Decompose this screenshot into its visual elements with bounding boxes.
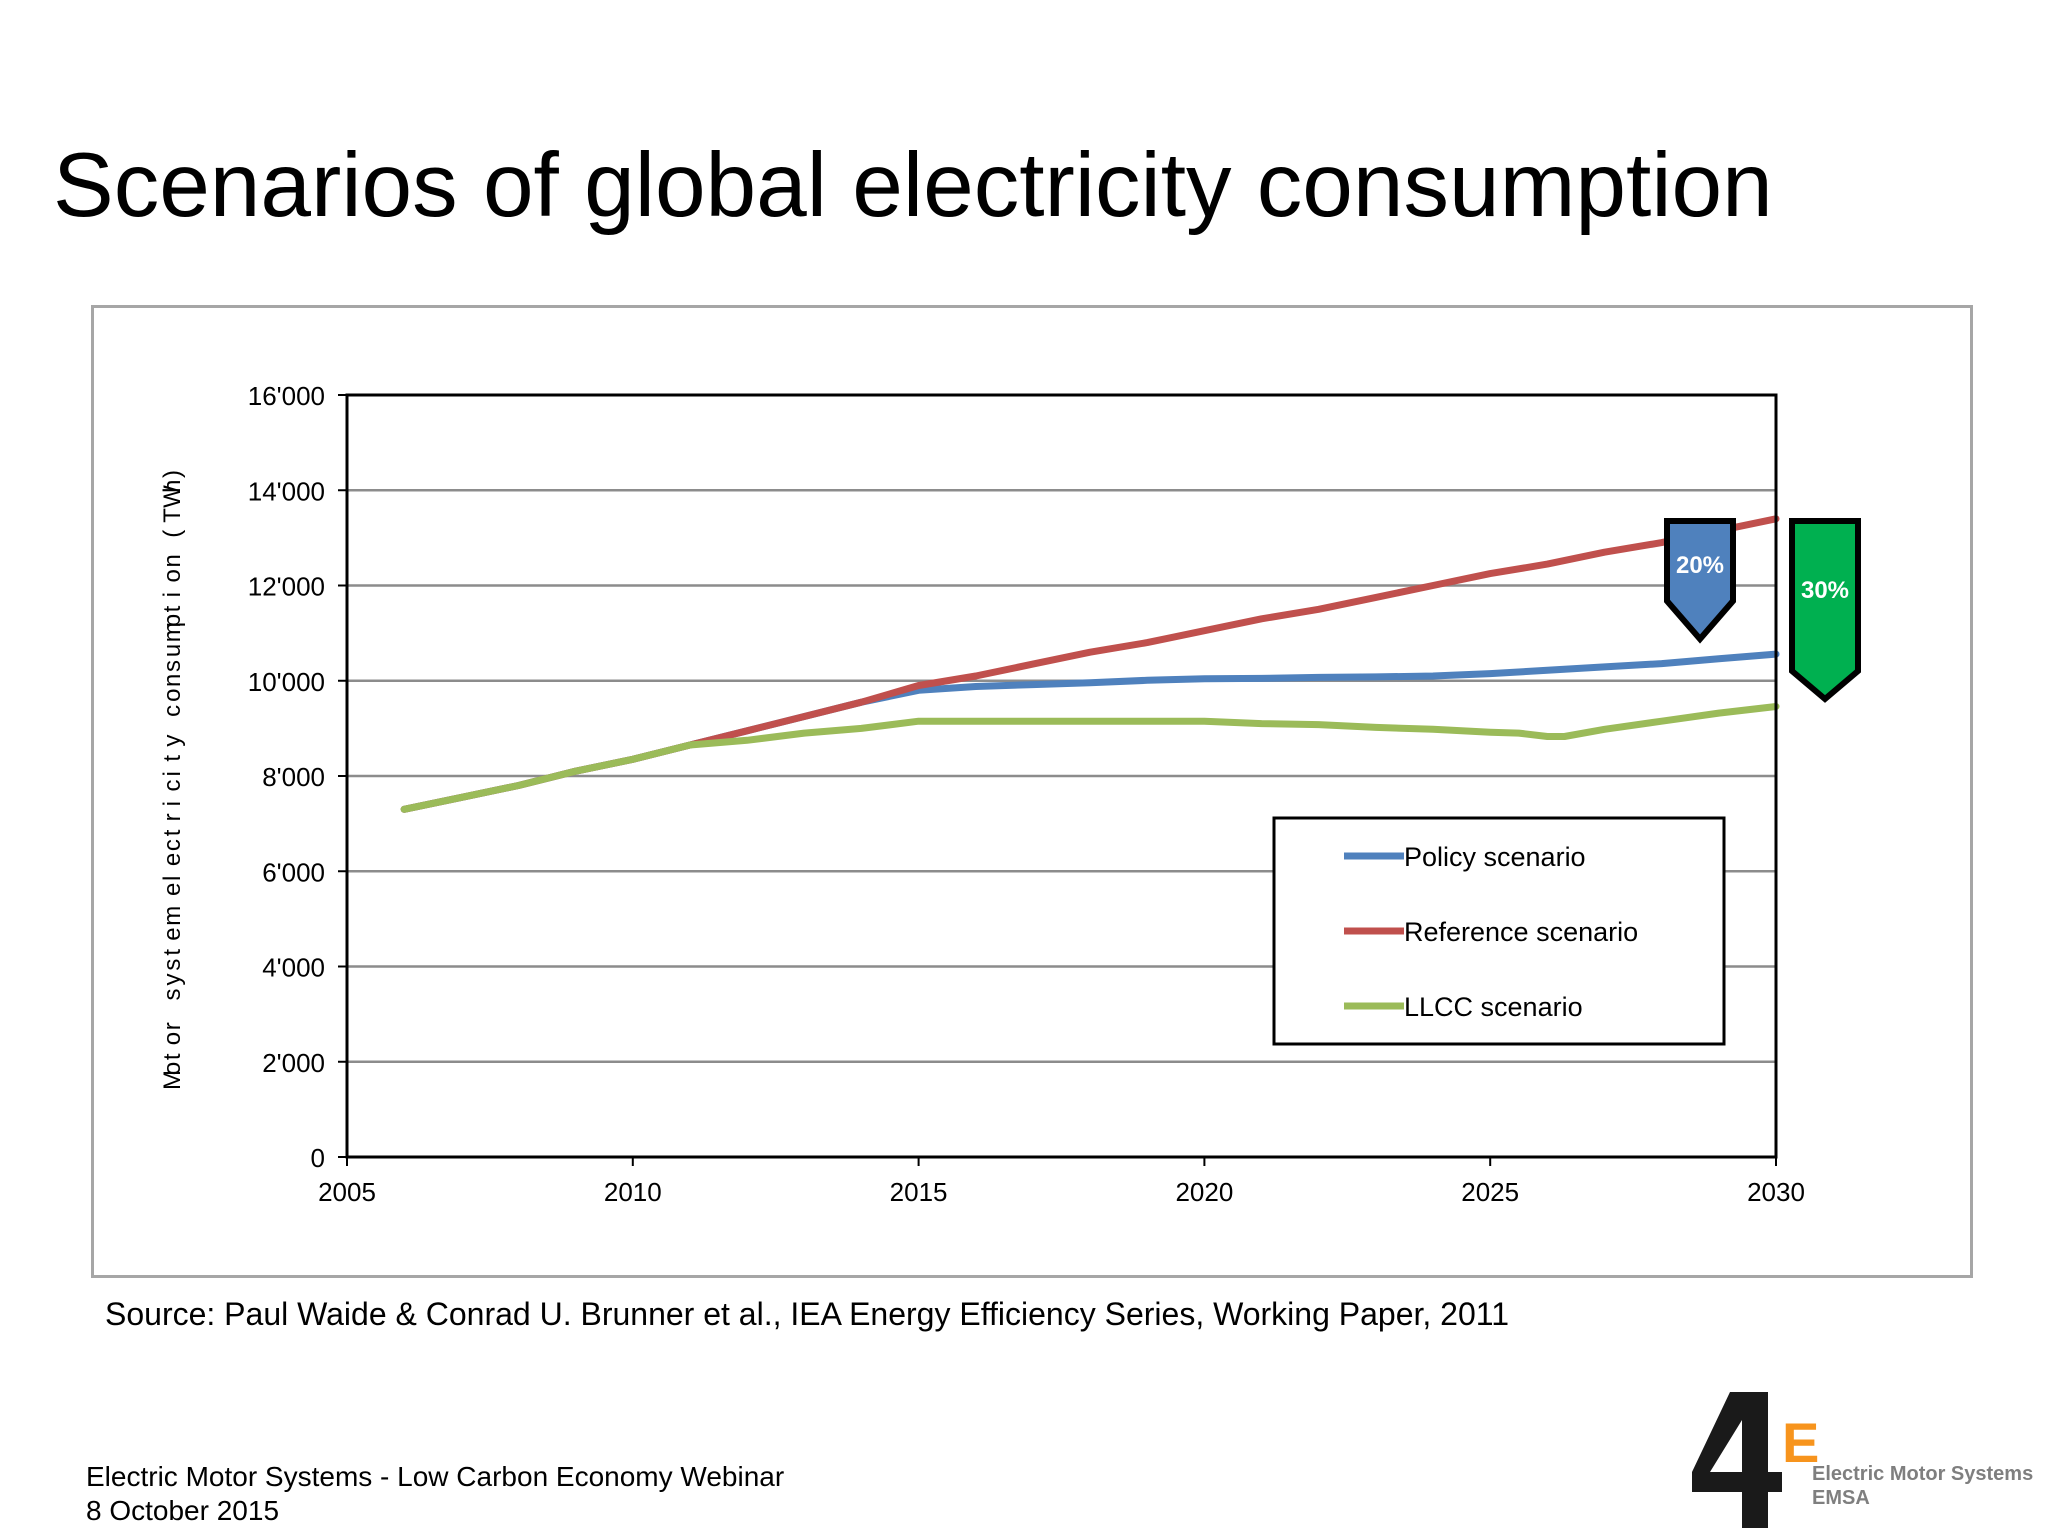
series-line-3 (400, 703, 1780, 813)
y-tick-label: 2'000 (262, 1048, 325, 1078)
y-tick-label: 6'000 (262, 857, 325, 887)
x-tick-label: 2010 (604, 1177, 662, 1207)
savings-label-2: 30% (1801, 577, 1849, 604)
savings-annotations: 20% 30% (1664, 518, 1861, 703)
y-tick-label: 12'000 (248, 572, 325, 602)
footer-date: 8 October 2015 (86, 1495, 280, 1526)
x-tick-label: 2025 (1461, 1177, 1519, 1207)
x-tick-label: 2030 (1747, 1177, 1805, 1207)
series-lines (400, 515, 1780, 813)
y-tick-label: 0 (311, 1143, 325, 1173)
savings-arrow-2 (1789, 518, 1861, 703)
y-tick-label: 8'000 (262, 762, 325, 792)
logo-text: Electric Motor Systems EMSA (1812, 1462, 2033, 1510)
logo-line-2: EMSA (1812, 1487, 1870, 1509)
y-axis-label: Motor system electricity consumption (TW… (159, 470, 186, 1090)
emsa-logo: E (1692, 1392, 1819, 1528)
footer: Electric Motor Systems - Low Carbon Econ… (86, 1460, 784, 1528)
footer-event-title: Electric Motor Systems - Low Carbon Econ… (86, 1461, 785, 1492)
line-chart: 0 2'000 4'000 6'000 8'000 10'000 12'000 14'000 1… (159, 381, 1861, 1207)
y-tick-label: 14'000 (248, 476, 325, 506)
savings-arrow-1 (1664, 518, 1736, 644)
y-axis-title: Motor system electricity consumption (TW… (159, 470, 186, 1090)
logo-four-glyph (1692, 1392, 1782, 1528)
y-tick-label: 4'000 (262, 953, 325, 983)
tick-marks (338, 394, 1777, 1166)
logo-line-1: Electric Motor Systems (1812, 1463, 2034, 1485)
slide-title: Scenarios of global electricity consumpt… (53, 135, 1773, 236)
x-tick-label: 2005 (318, 1177, 376, 1207)
chart-frame: 0 2'000 4'000 6'000 8'000 10'000 12'000 14'000 1… (91, 305, 1973, 1278)
logo-mark: E (1782, 1411, 1819, 1474)
y-tick-label: 16'000 (248, 381, 325, 411)
series-line-1 (400, 650, 1780, 813)
legend-label: Reference scenario (1404, 917, 1638, 947)
legend-label: LLCC scenario (1404, 992, 1583, 1022)
x-tick-labels: 2005 2010 2015 2020 2025 2030 (318, 1177, 1805, 1207)
y-tick-labels: 0 2'000 4'000 6'000 8'000 10'000 12'000 14'000 1… (248, 381, 325, 1173)
savings-label-1: 20% (1676, 552, 1724, 579)
legend-label: Policy scenario (1404, 842, 1586, 872)
y-tick-label: 10'000 (248, 667, 325, 697)
x-tick-label: 2020 (1175, 1177, 1233, 1207)
x-tick-label: 2015 (890, 1177, 948, 1207)
source-citation: Source: Paul Waide & Conrad U. Brunner e… (105, 1296, 1509, 1332)
legend: Policy scenario Reference scenario LLCC sc… (1272, 816, 1726, 1046)
